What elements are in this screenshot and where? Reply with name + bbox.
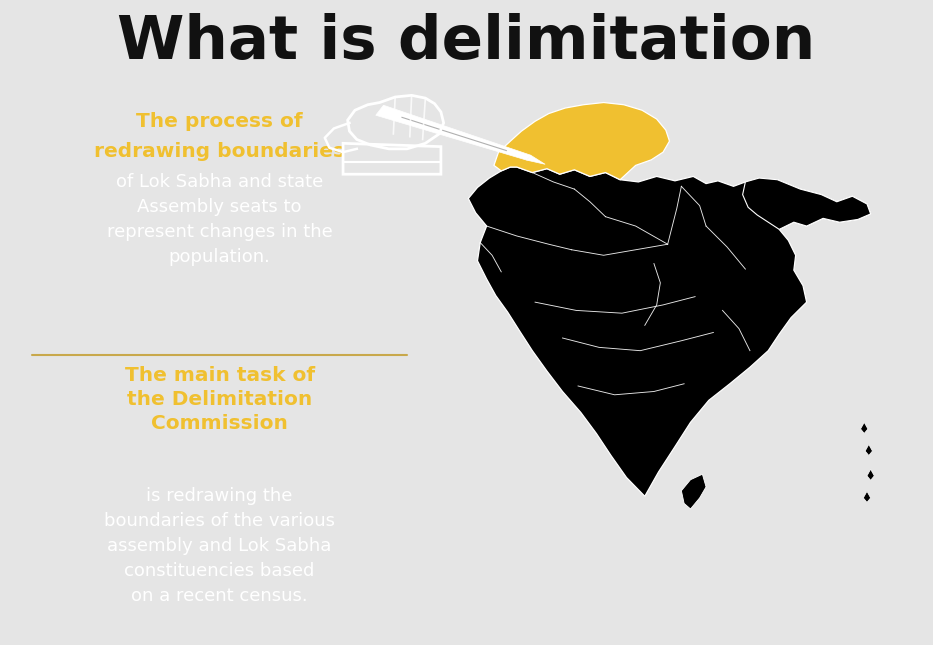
Polygon shape — [865, 444, 872, 455]
Polygon shape — [681, 474, 706, 509]
Polygon shape — [863, 491, 870, 502]
Text: What is delimitation: What is delimitation — [118, 13, 815, 72]
Polygon shape — [468, 167, 870, 496]
Text: is redrawing the
boundaries of the various
assembly and Lok Sabha
constituencies: is redrawing the boundaries of the vario… — [104, 487, 335, 605]
Text: The process of: The process of — [136, 112, 303, 131]
Polygon shape — [494, 103, 670, 180]
Polygon shape — [860, 422, 868, 433]
Polygon shape — [376, 105, 531, 160]
Text: The main task of
the Delimitation
Commission: The main task of the Delimitation Commis… — [125, 366, 314, 433]
Text: redrawing boundaries: redrawing boundaries — [94, 143, 345, 161]
Polygon shape — [527, 155, 545, 164]
Polygon shape — [867, 470, 874, 481]
Polygon shape — [743, 178, 870, 230]
Text: of Lok Sabha and state
Assembly seats to
represent changes in the
population.: of Lok Sabha and state Assembly seats to… — [106, 173, 332, 266]
